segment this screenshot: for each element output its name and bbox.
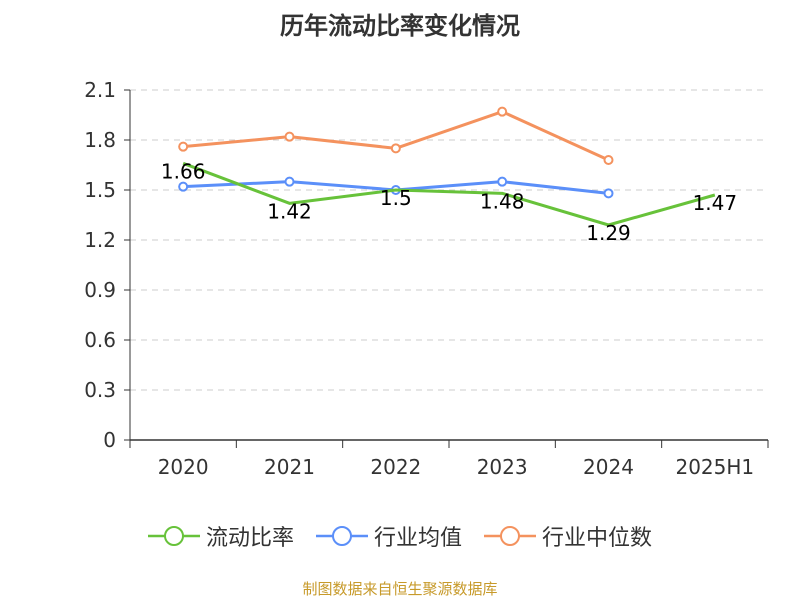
legend: 流动比率 行业均值 行业中位数 <box>0 520 800 552</box>
x-tick-label: 2022 <box>370 455 421 479</box>
data-point <box>390 143 401 154</box>
data-label: 1.48 <box>480 189 525 213</box>
legend-circle <box>163 526 184 546</box>
legend-marker-icon <box>484 526 536 546</box>
data-labels: 1.66 1.42 1.5 1.48 1.29 1.47 <box>161 159 737 245</box>
data-point <box>284 131 295 142</box>
data-point <box>497 106 508 117</box>
legend-item[interactable]: 行业中位数 <box>484 520 652 552</box>
chart-title: 历年流动比率变化情况 <box>280 12 520 40</box>
x-tick-label: 2023 <box>477 455 528 479</box>
legend-item[interactable]: 流动比率 <box>147 520 294 552</box>
y-tick-label: 1.8 <box>84 128 116 152</box>
data-label: 1.29 <box>586 221 631 245</box>
x-tick-label: 2020 <box>158 455 209 479</box>
y-tick-label: 0.9 <box>84 278 116 302</box>
series-line <box>182 161 716 227</box>
y-tick-label: 2.1 <box>84 78 116 102</box>
x-tick-label: 2021 <box>264 455 315 479</box>
y-tick-label: 0.6 <box>84 328 116 352</box>
data-label: 1.42 <box>267 199 312 223</box>
grid-lines <box>130 89 768 391</box>
legend-label: 行业中位数 <box>542 526 653 551</box>
legend-circle <box>500 526 520 546</box>
data-point <box>497 176 508 187</box>
data-point <box>603 188 614 199</box>
y-tick-label: 0 <box>103 428 116 452</box>
data-point <box>178 141 189 152</box>
x-tick-label: 2024 <box>583 455 634 479</box>
series-lines <box>178 106 716 227</box>
axes: 0 0.3 0.6 0.9 1.2 1.5 1.8 2.1 2020 2021 2022 2023 20… <box>84 78 769 479</box>
legend-circle <box>331 526 352 546</box>
data-point <box>603 155 614 165</box>
y-tick-label: 0.3 <box>84 378 116 402</box>
legend-label: 行业均值 <box>373 526 462 551</box>
legend-marker-icon <box>315 526 368 546</box>
source-note: 制图数据来自恒生聚源数据库 <box>302 580 498 598</box>
legend-label: 流动比率 <box>205 526 294 551</box>
y-tick-label: 1.5 <box>84 178 116 202</box>
data-label: 1.66 <box>161 159 206 183</box>
data-point <box>178 181 189 192</box>
legend-marker-icon <box>147 526 200 546</box>
y-tick-label: 1.2 <box>84 228 116 252</box>
legend-item[interactable]: 行业均值 <box>315 520 462 552</box>
data-label: 1.5 <box>380 186 412 210</box>
x-tick-label: 2025H1 <box>675 455 754 479</box>
data-label: 1.47 <box>693 191 738 215</box>
data-point <box>284 176 295 187</box>
